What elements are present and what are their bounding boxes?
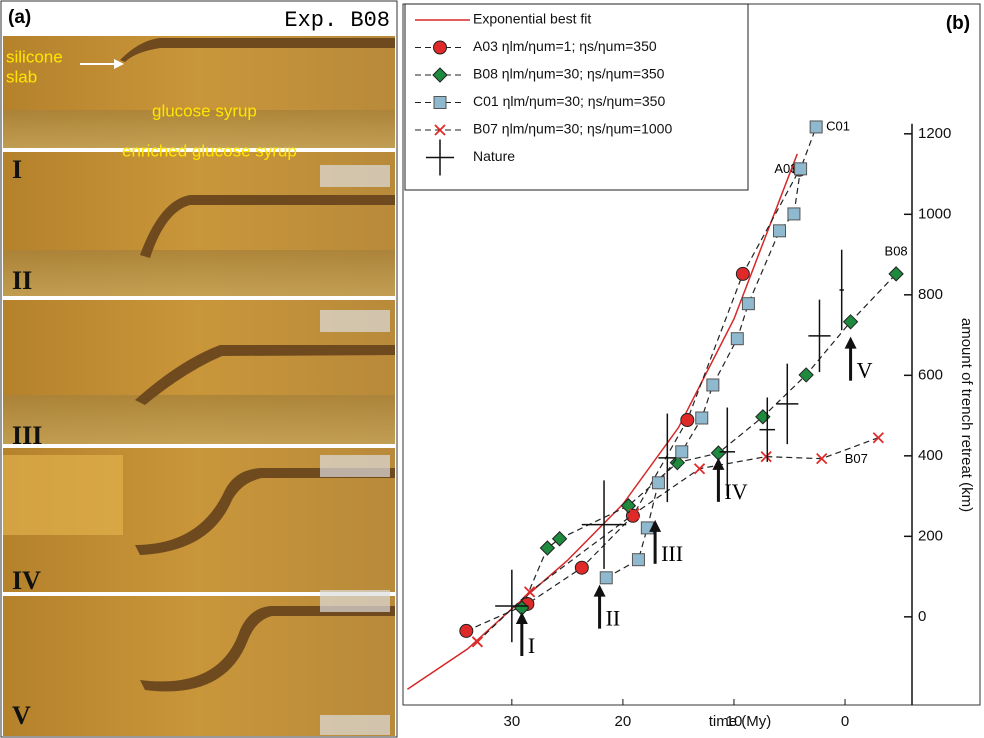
fit-line (407, 153, 798, 690)
annotation: slab (6, 67, 37, 86)
y-axis-label: amount of trench retreat (km) (958, 318, 975, 512)
x-tick-label: 10 (726, 713, 743, 730)
stage-label: IV (724, 479, 747, 504)
point (651, 476, 665, 490)
point (816, 453, 828, 465)
point (574, 560, 589, 575)
point (459, 623, 474, 638)
stage-label: I (528, 633, 535, 658)
point (628, 508, 640, 520)
point (669, 454, 686, 471)
annotation: glucose syrup (152, 101, 257, 120)
arrow-head (114, 59, 124, 69)
point (539, 540, 556, 556)
panel-label: (b) (946, 13, 970, 34)
point (680, 413, 695, 428)
series-label: A03 (774, 161, 797, 176)
x-tick-label: 20 (615, 713, 632, 730)
series-label: B08 (885, 243, 908, 258)
y-tick-label: 1000 (918, 205, 951, 222)
x-axis-label: time (My) (709, 713, 772, 730)
point (888, 266, 904, 282)
legend-frame (404, 3, 749, 191)
stage-label: II (606, 606, 621, 631)
legend-marker (433, 40, 447, 55)
point (787, 207, 801, 221)
point (794, 162, 808, 176)
legend-label: B07 ηlm/ηum=30; ηs/ηum=1000 (473, 121, 672, 137)
y-tick-label: 600 (918, 366, 943, 383)
stage-label: III (12, 421, 42, 450)
point (631, 553, 645, 567)
legend-label: B08 ηlm/ηum=30; ηs/ηum=350 (473, 66, 665, 82)
annotation: enriched glucose syrup (122, 141, 297, 160)
point (706, 378, 720, 392)
stage-label: III (661, 541, 683, 566)
point (471, 636, 484, 648)
legend-label: Nature (473, 148, 515, 164)
y-tick-label: 0 (918, 608, 926, 625)
stage-arrow-head (712, 457, 725, 470)
x-tick-label: 30 (503, 713, 520, 730)
legend-marker (432, 67, 448, 83)
point (809, 120, 823, 134)
point (693, 463, 706, 475)
legend-label: Exponential best fit (473, 11, 591, 27)
photos (3, 36, 395, 736)
point (551, 531, 568, 547)
x-tick-label: 0 (841, 713, 849, 730)
stage-arrow-head (593, 584, 606, 597)
legend-marker (433, 96, 447, 109)
stage-arrow-head (649, 519, 662, 532)
experiment-label: Exp. B08 (284, 8, 390, 33)
point (872, 432, 884, 444)
legend-label: A03 ηlm/ηum=1; ηs/ηum=350 (473, 38, 657, 54)
stage-label: I (12, 155, 22, 184)
point (730, 332, 744, 346)
point (620, 498, 637, 514)
point (798, 367, 814, 383)
stage-label: IV (12, 566, 41, 595)
annotation: silicone (6, 47, 63, 66)
y-tick-label: 200 (918, 527, 943, 544)
stage-arrow-head (515, 612, 528, 625)
legend-marker (434, 124, 446, 136)
panel-a: (a) Exp. B08 silicone slab glucose syrup… (0, 0, 398, 738)
legend-marker (426, 139, 454, 176)
point (741, 297, 755, 311)
point (599, 571, 613, 585)
stage-label: V (857, 358, 873, 383)
stage-label: V (12, 701, 31, 730)
point (695, 411, 709, 425)
point (760, 451, 772, 463)
panel-b: 0 200 400 600 800 1000 1200 30 20 10 0 time (My) amo… (402, 3, 981, 730)
stage-label: II (12, 266, 32, 295)
legend: Exponential best fit A03 ηlm/ηum=1; ηs/ηu… (404, 3, 749, 191)
series-label: C01 (826, 118, 850, 133)
stage-arrow-head (844, 336, 857, 349)
legend-label: C01 ηlm/ηum=30; ηs/ηum=350 (473, 93, 665, 109)
y-tick-label: 400 (918, 447, 943, 464)
y-tick-label: 1200 (918, 125, 951, 142)
series-line (521, 273, 897, 609)
point (773, 224, 786, 238)
series-label: B07 (845, 451, 868, 466)
point (523, 586, 536, 598)
y-tick-label: 800 (918, 286, 943, 303)
panel-label: (a) (8, 7, 31, 28)
point (675, 445, 689, 459)
point (735, 266, 750, 281)
point (842, 314, 859, 330)
